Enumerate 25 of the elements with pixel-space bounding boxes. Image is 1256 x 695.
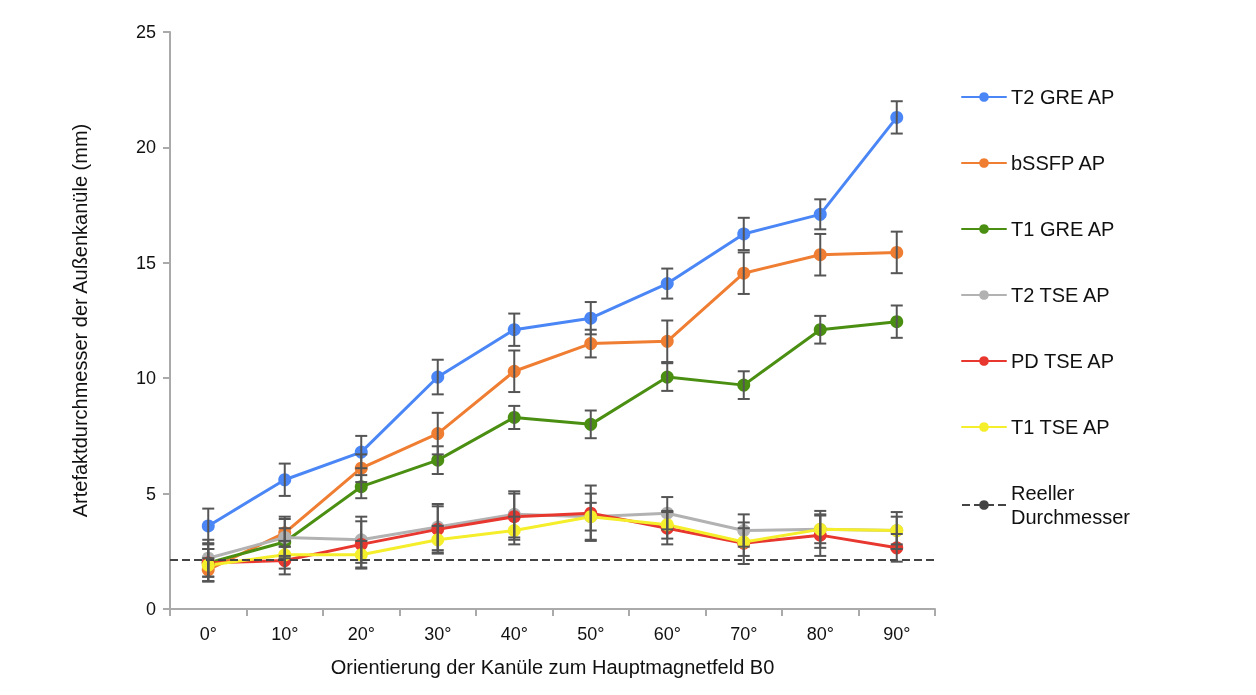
legend-label: bSSFP AP <box>1011 152 1106 174</box>
legend-label: T2 GRE AP <box>1011 86 1115 108</box>
y-tick-label: 10 <box>135 368 156 389</box>
x-tick-label: 20° <box>347 624 375 644</box>
x-tick-label: 0° <box>199 624 217 644</box>
legend-label: Reeller Durchmesser <box>1011 482 1131 528</box>
y-axis-title: Artefaktdurchmesser der Außenkanüle (mm) <box>69 123 91 518</box>
y-tick-label: 25 <box>135 22 156 42</box>
legend-label: T1 GRE AP <box>1011 218 1115 240</box>
y-tick-label: 0 <box>145 599 156 619</box>
legend-label: T2 TSE AP <box>1011 284 1110 306</box>
x-tick-label: 60° <box>653 624 681 644</box>
y-tick-label: 5 <box>145 483 156 504</box>
x-tick-label: 80° <box>806 624 834 644</box>
x-tick-label: 40° <box>500 624 528 644</box>
y-tick-label: 15 <box>135 252 156 273</box>
x-tick-label: 90° <box>883 624 911 644</box>
x-axis-title: Orientierung der Kanüle zum Hauptmagnetfeld B0 <box>330 656 775 678</box>
legend-label: PD TSE AP <box>1011 350 1115 372</box>
x-tick-label: 70° <box>730 624 758 644</box>
y-tick-label: 20 <box>135 137 156 158</box>
x-tick-label: 30° <box>424 624 452 644</box>
x-tick-label: 10° <box>271 624 299 644</box>
legend-label: T1 TSE AP <box>1011 416 1110 438</box>
x-tick-label: 50° <box>577 624 605 644</box>
